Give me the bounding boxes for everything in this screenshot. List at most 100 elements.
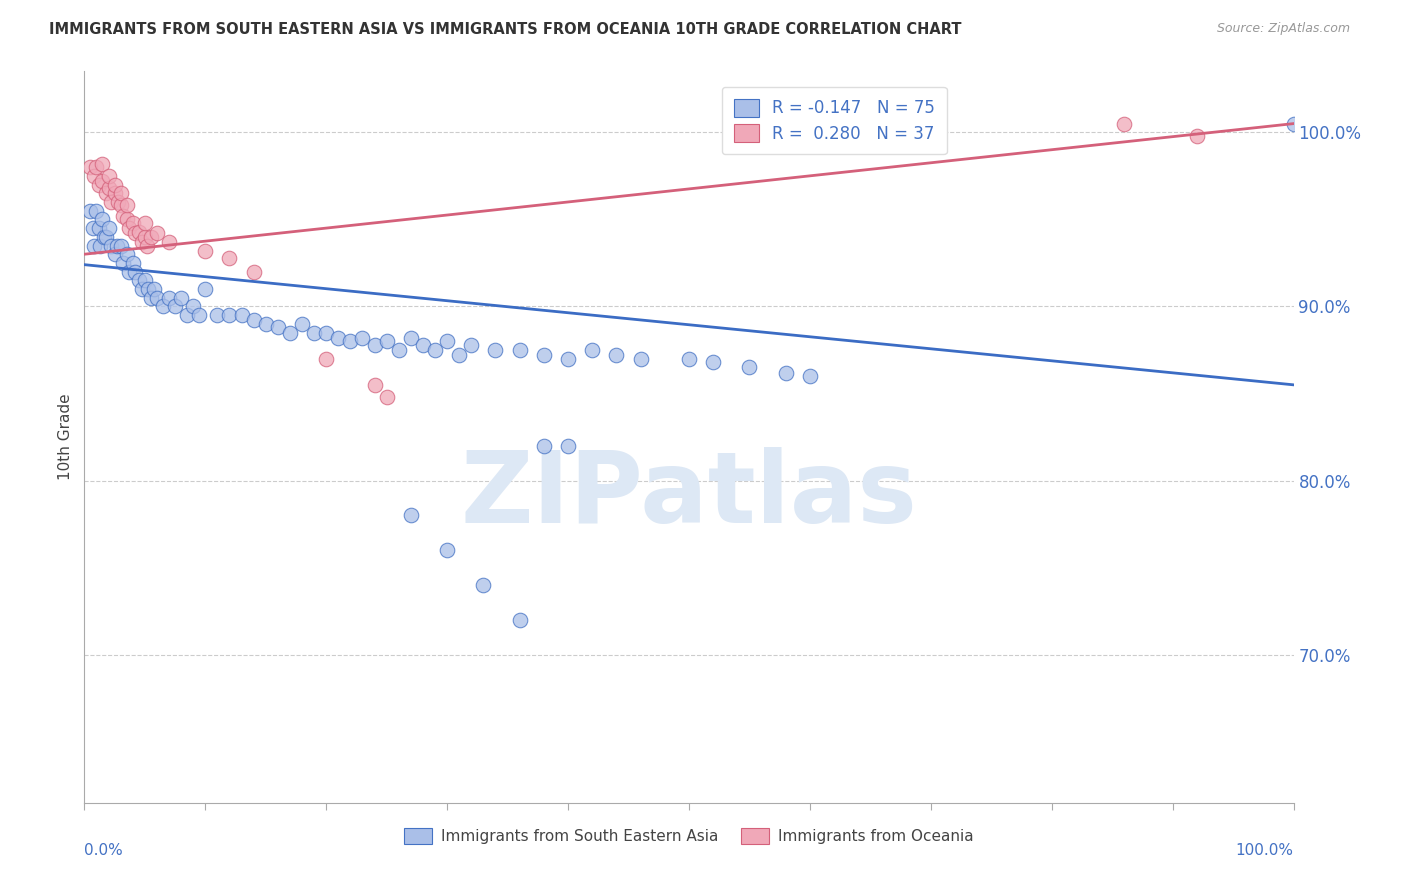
Point xyxy=(87,178,110,192)
Point xyxy=(83,238,105,252)
Point xyxy=(152,300,174,314)
Point xyxy=(115,247,138,261)
Point xyxy=(146,291,169,305)
Point xyxy=(134,229,156,244)
Point xyxy=(143,282,166,296)
Point xyxy=(89,238,111,252)
Point xyxy=(139,291,162,305)
Point xyxy=(399,331,422,345)
Point xyxy=(94,229,117,244)
Y-axis label: 10th Grade: 10th Grade xyxy=(58,393,73,481)
Point xyxy=(460,338,482,352)
Point xyxy=(509,613,531,627)
Point xyxy=(181,300,204,314)
Point xyxy=(315,326,337,340)
Point xyxy=(678,351,700,366)
Point xyxy=(121,256,143,270)
Point xyxy=(363,377,385,392)
Point xyxy=(83,169,105,183)
Point xyxy=(533,439,555,453)
Point xyxy=(86,203,108,218)
Point xyxy=(630,351,652,366)
Text: 0.0%: 0.0% xyxy=(84,843,124,858)
Point xyxy=(131,282,153,296)
Point xyxy=(91,174,114,188)
Point xyxy=(94,186,117,201)
Point xyxy=(218,308,240,322)
Point xyxy=(112,209,135,223)
Point xyxy=(104,186,127,201)
Point xyxy=(775,366,797,380)
Point xyxy=(146,227,169,241)
Point xyxy=(484,343,506,357)
Point xyxy=(328,331,350,345)
Point xyxy=(107,194,129,209)
Point xyxy=(104,247,127,261)
Point xyxy=(110,186,132,201)
Text: 100.0%: 100.0% xyxy=(1236,843,1294,858)
Point xyxy=(128,225,150,239)
Point xyxy=(339,334,361,349)
Legend: Immigrants from South Eastern Asia, Immigrants from Oceania: Immigrants from South Eastern Asia, Immi… xyxy=(398,822,980,850)
Point xyxy=(557,351,579,366)
Point xyxy=(194,244,217,258)
Point xyxy=(267,320,290,334)
Point xyxy=(139,229,162,244)
Point xyxy=(100,238,122,252)
Point xyxy=(104,178,127,192)
Point xyxy=(605,348,627,362)
Point xyxy=(412,338,434,352)
Point xyxy=(399,508,422,523)
Point xyxy=(118,265,141,279)
Point xyxy=(231,308,253,322)
Point xyxy=(1114,117,1136,131)
Point xyxy=(115,198,138,212)
Point xyxy=(115,212,138,227)
Point xyxy=(557,439,579,453)
Point xyxy=(278,326,301,340)
Point xyxy=(165,300,187,314)
Text: IMMIGRANTS FROM SOUTH EASTERN ASIA VS IMMIGRANTS FROM OCEANIA 10TH GRADE CORRELA: IMMIGRANTS FROM SOUTH EASTERN ASIA VS IM… xyxy=(49,22,962,37)
Point xyxy=(82,221,104,235)
Point xyxy=(121,216,143,230)
Point xyxy=(124,227,146,241)
Point xyxy=(302,326,325,340)
Point xyxy=(100,194,122,209)
Point xyxy=(138,282,160,296)
Point xyxy=(363,338,385,352)
Point xyxy=(738,360,761,375)
Point xyxy=(91,212,114,227)
Point xyxy=(291,317,314,331)
Point xyxy=(242,313,264,327)
Point xyxy=(128,273,150,287)
Point xyxy=(157,235,180,249)
Point xyxy=(533,348,555,362)
Point xyxy=(472,578,495,592)
Point xyxy=(194,282,217,296)
Point xyxy=(702,355,724,369)
Point xyxy=(87,221,110,235)
Text: ZIPatlas: ZIPatlas xyxy=(461,447,917,544)
Point xyxy=(91,156,114,170)
Point xyxy=(97,169,120,183)
Point xyxy=(242,265,264,279)
Text: Source: ZipAtlas.com: Source: ZipAtlas.com xyxy=(1216,22,1350,36)
Point xyxy=(423,343,446,357)
Point xyxy=(97,221,120,235)
Point xyxy=(436,543,458,558)
Point xyxy=(134,273,156,287)
Point xyxy=(436,334,458,349)
Point xyxy=(118,221,141,235)
Point xyxy=(97,181,120,195)
Point xyxy=(799,369,821,384)
Point xyxy=(105,238,128,252)
Point xyxy=(254,317,277,331)
Point xyxy=(581,343,603,357)
Point xyxy=(157,291,180,305)
Point xyxy=(315,351,337,366)
Point xyxy=(79,203,101,218)
Point xyxy=(136,238,159,252)
Point xyxy=(207,308,229,322)
Point xyxy=(131,235,153,249)
Point xyxy=(93,229,115,244)
